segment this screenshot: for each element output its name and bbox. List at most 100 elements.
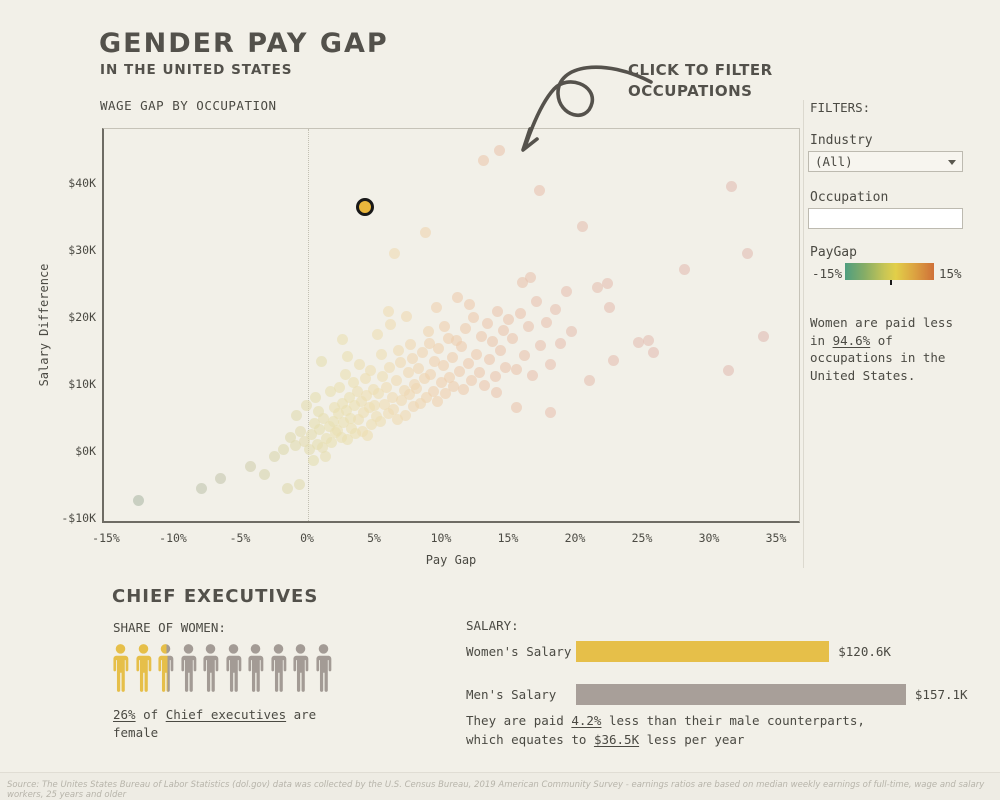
scatter-dot[interactable] xyxy=(560,285,572,297)
scatter-dot[interactable] xyxy=(244,461,256,473)
scatter-dot[interactable] xyxy=(591,281,603,293)
scatter-dot[interactable] xyxy=(339,369,351,381)
scatter-dot[interactable] xyxy=(319,450,331,462)
scatter-dot[interactable] xyxy=(328,402,340,414)
scatter-dot[interactable] xyxy=(358,406,370,418)
scatter-dot[interactable] xyxy=(413,363,425,375)
scatter-dot[interactable] xyxy=(332,408,344,420)
scatter-dot[interactable] xyxy=(259,468,271,480)
scatter-dot[interactable] xyxy=(386,391,398,403)
scatter-dot[interactable] xyxy=(306,429,318,441)
scatter-dot[interactable] xyxy=(323,421,335,433)
scatter-dot[interactable] xyxy=(133,495,145,507)
scatter-dot[interactable] xyxy=(391,413,403,425)
scatter-plot[interactable] xyxy=(102,128,800,523)
scatter-dot[interactable] xyxy=(527,370,539,382)
scatter-dot[interactable] xyxy=(452,292,464,304)
scatter-dot[interactable] xyxy=(453,366,465,378)
scatter-dot[interactable] xyxy=(326,437,338,449)
scatter-dot[interactable] xyxy=(493,145,505,156)
scatter-dot[interactable] xyxy=(533,185,545,197)
scatter-dot[interactable] xyxy=(353,414,365,426)
scatter-dot[interactable] xyxy=(531,296,543,308)
scatter-dot[interactable] xyxy=(337,333,348,345)
scatter-dot[interactable] xyxy=(362,430,374,442)
scatter-dot[interactable] xyxy=(408,400,420,412)
scatter-dot[interactable] xyxy=(450,334,462,346)
scatter-dot[interactable] xyxy=(355,395,367,407)
scatter-dot[interactable] xyxy=(555,337,567,349)
scatter-dot[interactable] xyxy=(373,387,385,399)
scatter-dot[interactable] xyxy=(642,334,654,346)
scatter-dot[interactable] xyxy=(492,305,504,317)
scatter-dot[interactable] xyxy=(278,443,290,455)
scatter-dot[interactable] xyxy=(299,436,311,448)
scatter-dot[interactable] xyxy=(503,313,515,325)
scatter-dot[interactable] xyxy=(633,336,645,348)
scatter-dot[interactable] xyxy=(383,362,395,374)
industry-dropdown[interactable]: (All) xyxy=(808,151,963,172)
scatter-dot[interactable] xyxy=(334,382,346,394)
scatter-dot[interactable] xyxy=(476,330,488,342)
scatter-dot[interactable] xyxy=(318,413,330,424)
scatter-dot[interactable] xyxy=(448,380,460,392)
scatter-dot[interactable] xyxy=(375,349,387,361)
scatter-dot[interactable] xyxy=(524,272,536,284)
scatter-dot[interactable] xyxy=(438,320,450,332)
scatter-dot[interactable] xyxy=(477,155,489,167)
scatter-dot[interactable] xyxy=(342,434,354,446)
scatter-dot[interactable] xyxy=(544,358,556,370)
scatter-dot[interactable] xyxy=(314,423,326,435)
scatter-dot[interactable] xyxy=(308,418,320,430)
scatter-dot[interactable] xyxy=(377,371,389,383)
scatter-dot[interactable] xyxy=(468,311,480,323)
scatter-dot[interactable] xyxy=(303,444,315,456)
scatter-dot[interactable] xyxy=(307,454,319,466)
scatter-dot[interactable] xyxy=(324,386,336,398)
scatter-dot[interactable] xyxy=(465,374,477,386)
scatter-dot[interactable] xyxy=(196,483,208,495)
paygap-gradient-legend[interactable] xyxy=(845,263,934,285)
scatter-dot[interactable] xyxy=(456,340,468,352)
scatter-dot[interactable] xyxy=(446,352,458,364)
scatter-dot[interactable] xyxy=(550,303,562,315)
scatter-dot[interactable] xyxy=(394,357,406,369)
scatter-dot[interactable] xyxy=(399,409,411,421)
scatter-dot[interactable] xyxy=(361,389,373,401)
scatter-dot[interactable] xyxy=(345,413,357,424)
scatter-dot[interactable] xyxy=(410,382,422,394)
scatter-dot[interactable] xyxy=(436,377,448,389)
scatter-dot[interactable] xyxy=(511,364,523,376)
scatter-dot[interactable] xyxy=(369,399,381,411)
scatter-dot[interactable] xyxy=(315,356,327,368)
scatter-dot[interactable] xyxy=(405,339,417,351)
scatter-dot[interactable] xyxy=(282,483,294,495)
scatter-dot[interactable] xyxy=(422,325,434,337)
scatter-dot[interactable] xyxy=(429,356,441,368)
scatter-dot[interactable] xyxy=(757,331,769,343)
scatter-dot[interactable] xyxy=(583,375,595,387)
scatter-dot[interactable] xyxy=(395,394,407,406)
scatter-dot[interactable] xyxy=(406,353,418,365)
scatter-dot[interactable] xyxy=(462,358,474,370)
scatter-dot[interactable] xyxy=(500,362,512,374)
scatter-dot[interactable] xyxy=(366,419,378,431)
legend-tick-marker[interactable] xyxy=(889,280,892,285)
scatter-dot[interactable] xyxy=(378,398,390,410)
scatter-dot[interactable] xyxy=(295,425,307,437)
scatter-dot[interactable] xyxy=(335,432,347,444)
scatter-dot[interactable] xyxy=(523,321,535,333)
scatter-dot[interactable] xyxy=(437,360,449,372)
scatter-dot[interactable] xyxy=(511,402,523,414)
scatter-dot[interactable] xyxy=(385,319,397,331)
scatter-dot[interactable] xyxy=(576,221,588,233)
scatter-dot[interactable] xyxy=(347,376,359,388)
scatter-dot[interactable] xyxy=(401,311,413,323)
scatter-dot[interactable] xyxy=(343,392,355,404)
scatter-dot[interactable] xyxy=(603,302,615,314)
scatter-dot[interactable] xyxy=(359,373,371,385)
scatter-dot[interactable] xyxy=(725,180,737,192)
scatter-dot[interactable] xyxy=(294,478,306,490)
scatter-dot[interactable] xyxy=(310,391,322,403)
scatter-dot[interactable] xyxy=(381,381,393,393)
